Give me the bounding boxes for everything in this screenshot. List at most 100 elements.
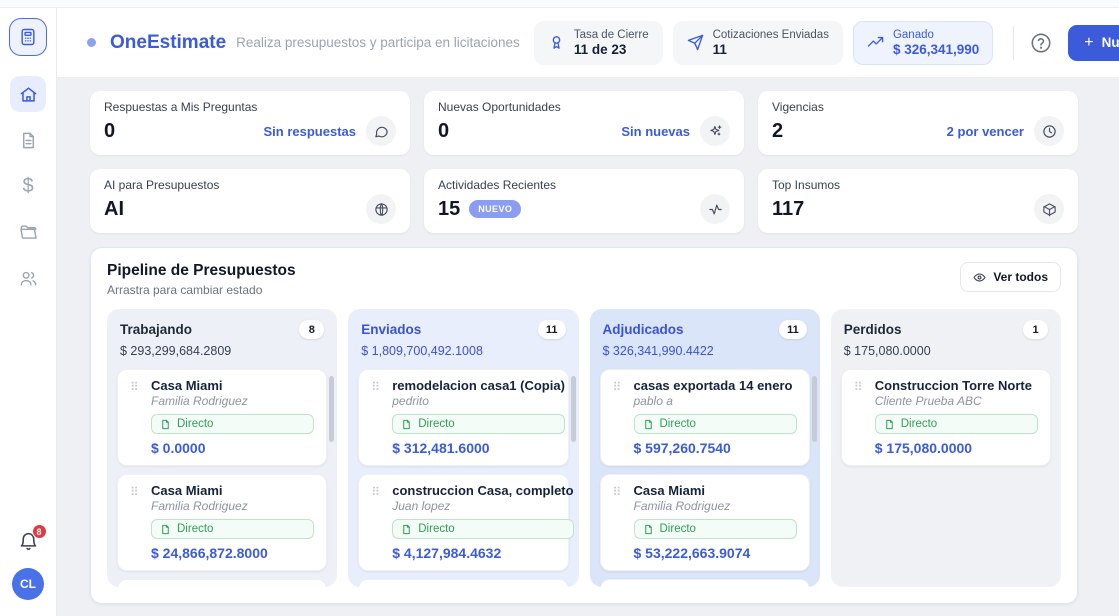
card-title: Respuestas a Mis Preguntas [104, 100, 258, 114]
card-oportunidades: Nuevas Oportunidades 0 Sin nuevas [424, 91, 744, 155]
package-icon [1034, 194, 1064, 224]
drag-handle-icon[interactable]: ⠿ [853, 380, 863, 394]
brand-dot [87, 38, 96, 47]
drag-handle-icon[interactable]: ⠿ [371, 380, 381, 394]
file-icon [160, 419, 171, 430]
drag-handle-icon[interactable]: ⠿ [612, 380, 622, 394]
budget-title: casas exportada 14 enero [633, 378, 793, 393]
drag-handle-icon[interactable]: ⠿ [130, 485, 139, 499]
budget-amount: $ 597,260.7540 [633, 440, 731, 456]
column-name: Enviados [361, 322, 422, 337]
help-button[interactable] [1030, 32, 1052, 54]
column-total: $ 293,299,684.2809 [120, 344, 232, 358]
user-avatar[interactable]: CL [12, 568, 44, 600]
award-icon [548, 34, 565, 51]
kanban-columns: Trabajando 8 $ 293,299,684.2809 ⠿ Casa M… [107, 309, 1061, 587]
pipeline-subtitle: Arrastra para cambiar estado [107, 283, 263, 297]
budget-tag: Directo [151, 519, 315, 539]
budget-title: remodelacion casa1 (Copia) [392, 378, 565, 393]
stat-chip-value: 11 [712, 41, 727, 57]
notifications-button[interactable]: 8 [18, 524, 47, 552]
budget-tag: Directo [633, 519, 797, 539]
budget-card[interactable]: ⠿ construccion Casa, complet... [117, 579, 328, 587]
card-link[interactable]: Sin respuestas [263, 123, 357, 139]
budget-amount: $ 4,127,984.4632 [392, 545, 502, 561]
card-title: AI para Presupuestos [104, 178, 220, 192]
stat-chip-close-rate: Tasa de Cierre 11 de 23 [533, 20, 663, 65]
bell-icon [18, 531, 39, 552]
drag-handle-icon[interactable]: ⠿ [130, 380, 139, 394]
budget-card[interactable]: ⠿ Presupuesto 3/3/2026 [358, 579, 569, 587]
folder-icon [19, 223, 38, 242]
column-card-list: ⠿ casas exportada 14 enero pablo a Direc… [590, 366, 820, 587]
budget-client: Familia Rodriguez [151, 394, 248, 408]
budget-title: Construccion Torre Norte [874, 378, 1032, 393]
sidebar-item-home[interactable] [10, 76, 46, 112]
budget-tag: Directo [151, 414, 315, 434]
chat-icon [366, 116, 396, 146]
budget-title: Casa Miami [151, 378, 223, 393]
window-top-strip [0, 0, 1119, 8]
view-all-button[interactable]: Ver todos [960, 262, 1061, 292]
column-total: $ 175,080.0000 [843, 344, 931, 358]
card-value: AI [104, 198, 124, 220]
budget-card[interactable]: ⠿ remodelacion casa1 (Copia) pedrito Dir… [358, 369, 569, 466]
card-title: Actividades Recientes [438, 178, 557, 192]
card-actividades: Actividades Recientes 15 NUEVO [424, 169, 744, 233]
plus-icon: + [1084, 33, 1094, 51]
budget-card[interactable]: ⠿ casas exportada 14 enero pablo a Direc… [599, 369, 810, 466]
card-link[interactable]: 2 por vencer [946, 123, 1024, 139]
file-icon [401, 524, 412, 535]
help-circle-icon [1030, 32, 1052, 54]
sidebar-item-finance[interactable]: $ [10, 168, 46, 204]
budget-card[interactable]: ⠿ Casa Miami Familia Rodriguez Directo $… [117, 474, 328, 571]
send-icon [687, 34, 704, 51]
new-budget-button[interactable]: + Nuevo Presupuesto [1068, 24, 1119, 61]
budget-title: Casa Miami [633, 483, 706, 498]
card-value: 2 [772, 120, 784, 142]
budget-card[interactable]: ⠿ Construccion Torre Norte Cliente Prueb… [840, 369, 1051, 466]
new-budget-label: Nuevo Presupuesto [1101, 35, 1119, 50]
card-link[interactable]: Sin nuevas [621, 123, 690, 139]
sidebar-item-documents[interactable] [10, 122, 46, 158]
budget-title: Casa Miami [151, 483, 223, 498]
column-name: Perdidos [843, 322, 902, 337]
clock-icon [1034, 116, 1064, 146]
budget-card[interactable]: ⠿ casa linda [599, 579, 810, 587]
app-logo-button[interactable] [9, 18, 47, 56]
column-name: Trabajando [120, 322, 193, 337]
budget-tag-label: Directo [659, 418, 696, 430]
card-title: Vigencias [772, 100, 824, 114]
card-title: Nuevas Oportunidades [438, 100, 561, 114]
budget-tag: Directo [392, 414, 565, 434]
drag-handle-icon[interactable]: ⠿ [371, 485, 381, 499]
activity-icon [700, 194, 730, 224]
nuevo-badge: NUEVO [469, 200, 522, 218]
card-value: 0 [438, 120, 450, 142]
budget-client: Familia Rodriguez [633, 499, 731, 513]
budget-card[interactable]: ⠿ construccion Casa, completo Juan lopez… [358, 474, 574, 571]
column-scrollbar[interactable] [570, 376, 576, 442]
column-total: $ 1,809,700,492.1008 [361, 344, 483, 358]
top-header: OneEstimate Realiza presupuestos y parti… [57, 8, 1119, 78]
budget-card[interactable]: ⠿ Casa Miami Familia Rodriguez Directo $… [599, 474, 810, 571]
budget-tag: Directo [633, 414, 797, 434]
drag-handle-icon[interactable]: ⠿ [612, 485, 622, 499]
budget-amount: $ 312,481.6000 [392, 440, 490, 456]
budget-title: construccion Casa, completo [392, 483, 574, 498]
header-stats: Tasa de Cierre 11 de 23 Cotizaciones Env… [533, 20, 994, 65]
budget-tag-label: Directo [177, 523, 214, 535]
sidebar-item-clients[interactable] [10, 260, 46, 296]
budget-client: Familia Rodriguez [151, 499, 248, 513]
budget-tag-label: Directo [659, 523, 696, 535]
column-scrollbar[interactable] [811, 376, 817, 442]
budget-client: pedrito [392, 394, 429, 408]
column-count-badge: 1 [1023, 320, 1048, 339]
main-content: Respuestas a Mis Preguntas 0 Sin respues… [57, 78, 1119, 616]
sidebar-item-projects[interactable] [10, 214, 46, 250]
stat-chip-won: Ganado $ 326,341,990 [852, 20, 994, 65]
budget-card[interactable]: ⠿ Casa Miami Familia Rodriguez Directo $… [117, 369, 328, 466]
column-scrollbar[interactable] [329, 376, 335, 442]
card-respuestas: Respuestas a Mis Preguntas 0 Sin respues… [90, 91, 410, 155]
sidebar-bottom: 8 CL [12, 524, 47, 600]
